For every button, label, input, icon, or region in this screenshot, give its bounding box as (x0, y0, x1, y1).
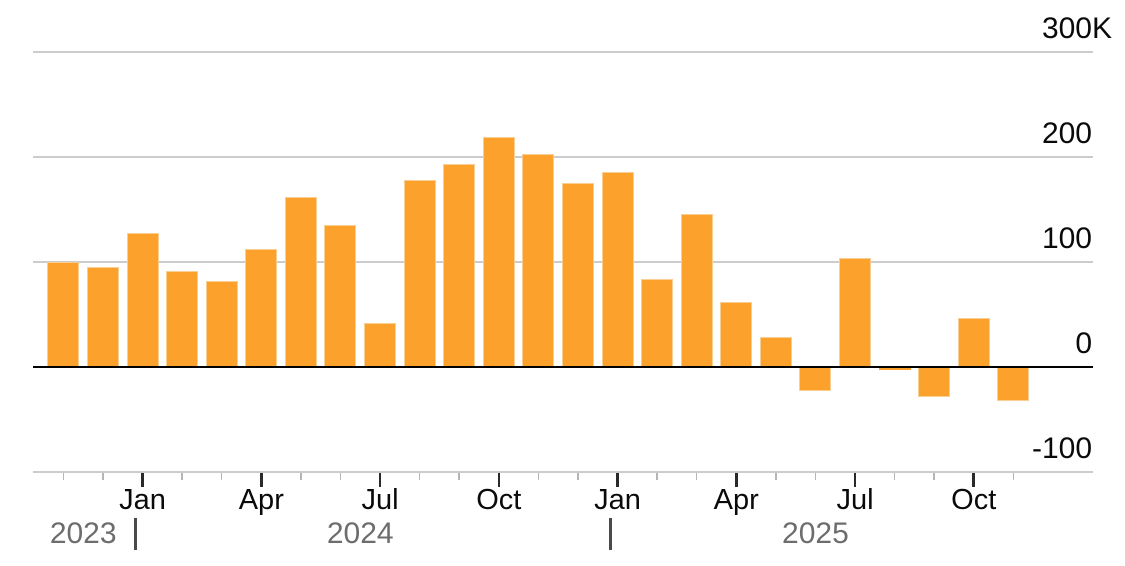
x-axis-label-Oct-2024: Oct (476, 484, 522, 516)
x-tick-Aug-2024 (418, 473, 421, 480)
y-axis-label-value: 200 (1041, 117, 1092, 150)
x-tick-Dec-2023 (102, 473, 104, 480)
x-tick-Jul-2024 (378, 473, 382, 487)
y-axis-label-100: 100 (962, 222, 1092, 256)
year-label-2023: 2023 (49, 517, 117, 550)
x-axis-label-Jan-2024: Jan (119, 484, 166, 516)
x-tick-Oct-2024 (497, 473, 501, 487)
gridline-200 (33, 156, 1093, 158)
bar-Mar-2024[interactable] (205, 280, 238, 367)
bar-Dec-2024[interactable] (561, 183, 594, 367)
x-tick-Feb-2025 (656, 473, 658, 480)
bar-Jul-2024[interactable] (364, 322, 397, 367)
x-tick-Mar-2025 (695, 473, 698, 480)
x-tick-Jul-2025 (853, 473, 857, 487)
x-tick-Jan-2024 (141, 473, 144, 487)
x-axis-label-Apr-2025: Apr (713, 484, 759, 516)
x-tick-Nov-2024 (537, 473, 540, 480)
x-tick-Sep-2024 (458, 473, 460, 480)
y-axis-label-200: 200 (962, 117, 1092, 151)
x-tick-Jun-2024 (339, 473, 342, 480)
x-axis-label-Jul-2025: Jul (836, 484, 874, 516)
x-tick-May-2025 (775, 473, 777, 480)
y-axis-label-value: -100 (1031, 432, 1092, 465)
bar-Mar-2025[interactable] (680, 213, 713, 367)
bar-Oct-2025[interactable] (957, 317, 990, 367)
bar-May-2025[interactable] (759, 336, 792, 367)
bar-Apr-2025[interactable] (720, 301, 753, 367)
bar-Jun-2024[interactable] (324, 225, 357, 367)
x-tick-Jan-2025 (616, 473, 619, 487)
x-tick-Feb-2024 (181, 473, 183, 480)
bar-Aug-2025[interactable] (878, 367, 911, 371)
x-axis-label-Jul-2024: Jul (361, 484, 399, 516)
bar-Aug-2024[interactable] (403, 180, 436, 367)
y-axis-label-0: 0 (962, 327, 1092, 361)
x-tick-May-2024 (300, 473, 302, 480)
bar-Jul-2025[interactable] (839, 257, 871, 367)
y-axis-unit-suffix: K (1092, 12, 1113, 45)
x-tick-Dec-2024 (577, 473, 579, 480)
x-tick-Apr-2025 (735, 473, 738, 487)
bar-Nov-2024[interactable] (522, 153, 555, 367)
bar-Nov-2025[interactable] (997, 367, 1030, 401)
bar-Sep-2025[interactable] (918, 367, 951, 398)
zero-line (33, 365, 1093, 368)
bar-Apr-2024[interactable] (245, 249, 278, 367)
bar-Oct-2024[interactable] (482, 137, 515, 367)
year-divider-2024 (134, 518, 137, 550)
year-divider-2025 (609, 518, 612, 550)
gridline-300 (33, 51, 1093, 53)
bar-Jun-2025[interactable] (799, 367, 832, 392)
year-label-2025: 2025 (782, 517, 849, 550)
bar-May-2024[interactable] (284, 196, 317, 367)
y-axis-label-value: 300 (1041, 12, 1092, 45)
gridline--100 (33, 471, 1093, 473)
bar-Dec-2023[interactable] (86, 267, 119, 367)
bar-Jan-2024[interactable] (126, 232, 159, 367)
year-label-2024: 2024 (326, 517, 394, 550)
bar-Feb-2025[interactable] (641, 278, 674, 367)
x-axis-label-Jan-2025: Jan (594, 484, 641, 516)
y-axis-label-300K: 300 K (962, 12, 1112, 46)
bar-Nov-2023[interactable] (47, 262, 80, 367)
x-tick-Sep-2025 (933, 473, 935, 480)
x-tick-Apr-2024 (260, 473, 263, 487)
x-tick-Nov-2023 (62, 473, 65, 480)
y-axis-label--100: -100 (962, 432, 1092, 466)
x-tick-Aug-2025 (893, 473, 896, 480)
x-tick-Oct-2025 (972, 473, 975, 487)
x-tick-Mar-2024 (220, 473, 223, 480)
bar-Sep-2024[interactable] (443, 164, 476, 367)
y-axis-label-value: 100 (1041, 222, 1092, 255)
bar-Jan-2025[interactable] (601, 171, 634, 367)
x-tick-Jun-2025 (814, 473, 817, 480)
x-tick-Nov-2025 (1012, 473, 1015, 480)
x-axis-label-Apr-2024: Apr (238, 484, 284, 516)
y-axis-label-value: 0 (1075, 327, 1092, 360)
bar-Feb-2024[interactable] (166, 271, 199, 367)
x-axis-label-Oct-2025: Oct (951, 484, 997, 516)
